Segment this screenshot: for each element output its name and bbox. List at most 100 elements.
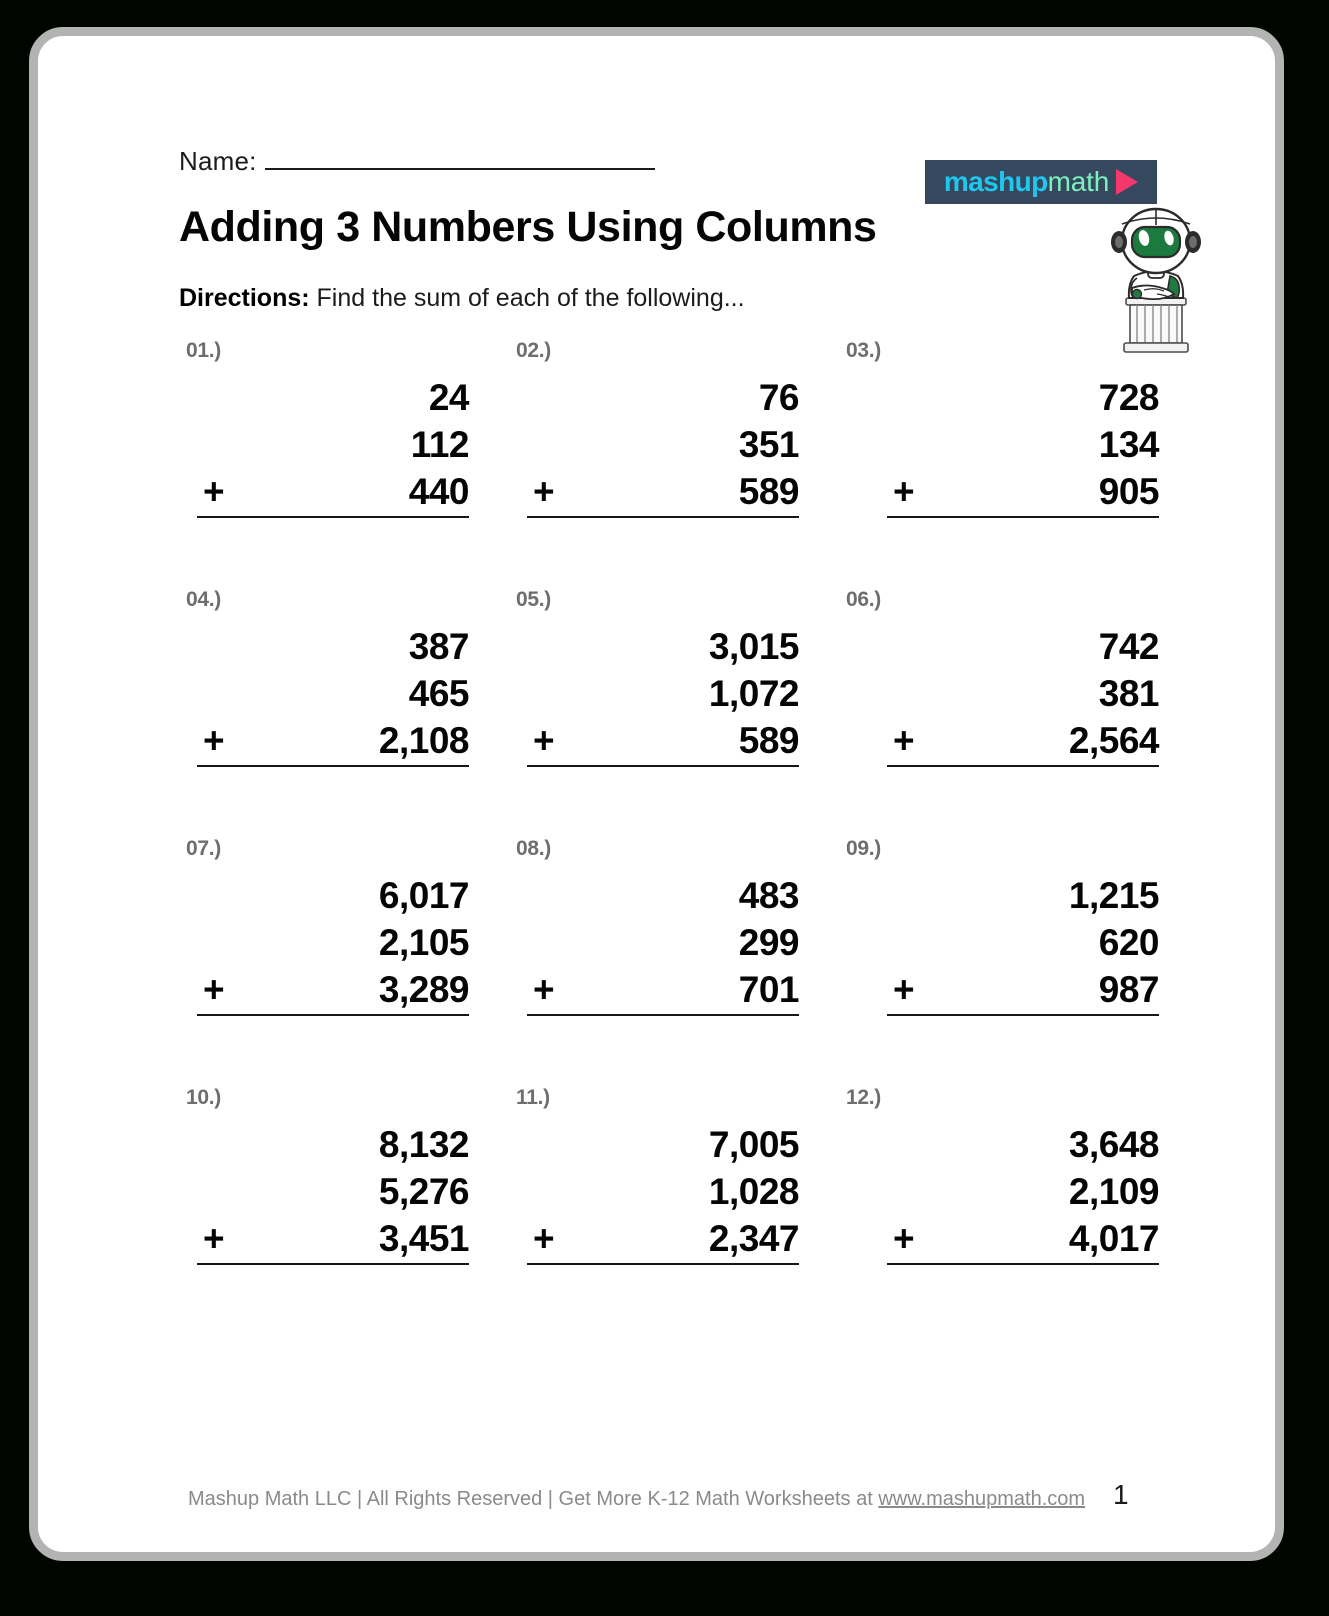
answer-line[interactable]	[527, 1263, 799, 1265]
operand-value: 4,017	[1068, 1218, 1160, 1259]
answer-line[interactable]	[887, 765, 1159, 767]
problem-number: 03.)	[846, 339, 881, 362]
answer-line[interactable]	[887, 1263, 1159, 1265]
problem-number: 04.)	[186, 588, 221, 611]
operand-value: 728	[1098, 377, 1160, 418]
operand-row-with-operator: +4,017	[887, 1215, 1160, 1262]
plus-operator: +	[533, 969, 555, 1010]
problem-number: 09.)	[846, 837, 881, 860]
operand-value: 987	[1098, 969, 1160, 1010]
addition-stack: 3,015 1,072 +589	[527, 623, 800, 767]
name-input-line[interactable]	[264, 148, 655, 170]
operand-value: 742	[1098, 626, 1160, 667]
problem-05: 05.) 3,015 1,072 +589	[509, 585, 839, 834]
problem-number: 06.)	[846, 588, 881, 611]
operand-value: 5,276	[378, 1171, 470, 1212]
directions-label: Directions:	[179, 284, 310, 312]
addition-stack: 387 465 +2,108	[197, 623, 470, 767]
problem-06: 06.) 742 381 +2,564	[839, 585, 1169, 834]
plus-operator: +	[893, 471, 915, 512]
operand-row: 465	[197, 670, 470, 717]
operand-row-with-operator: +3,289	[197, 966, 470, 1013]
operand-row: 351	[527, 421, 800, 468]
answer-line[interactable]	[887, 1014, 1159, 1016]
operand-row-with-operator: +589	[527, 468, 800, 515]
plus-operator: +	[893, 720, 915, 761]
problem-row-3: 07.) 6,017 2,105 +3,289 08.) 483 299	[179, 834, 1169, 1083]
problem-number: 08.)	[516, 837, 551, 860]
logo-text-up: up	[1014, 166, 1049, 197]
plus-operator: +	[533, 1218, 555, 1259]
operand-row: 2,105	[197, 919, 470, 966]
problem-row-4: 10.) 8,132 5,276 +3,451 11.) 7,005 1,028	[179, 1083, 1169, 1332]
operand-value: 2,109	[1068, 1171, 1160, 1212]
addition-stack: 6,017 2,105 +3,289	[197, 872, 470, 1016]
robot-mascot-icon	[1096, 204, 1216, 356]
plus-operator: +	[203, 471, 225, 512]
operand-value: 3,015	[708, 626, 800, 667]
plus-operator: +	[203, 969, 225, 1010]
operand-value: 299	[738, 922, 800, 963]
plus-operator: +	[893, 969, 915, 1010]
answer-line[interactable]	[527, 1014, 799, 1016]
footer-website-link[interactable]: www.mashupmath.com	[878, 1488, 1086, 1510]
operand-value: 701	[738, 969, 800, 1010]
logo-text-math: math	[1047, 166, 1110, 197]
operand-value: 3,451	[378, 1218, 470, 1259]
answer-line[interactable]	[527, 516, 799, 518]
problem-number: 10.)	[186, 1086, 221, 1109]
problem-number: 05.)	[516, 588, 551, 611]
problem-12: 12.) 3,648 2,109 +4,017	[839, 1083, 1169, 1332]
operand-row: 8,132	[197, 1121, 470, 1168]
plus-operator: +	[533, 471, 555, 512]
operand-value: 1,215	[1068, 875, 1160, 916]
operand-value: 905	[1098, 471, 1160, 512]
problem-09: 09.) 1,215 620 +987	[839, 834, 1169, 1083]
operand-row-with-operator: +3,451	[197, 1215, 470, 1262]
operand-row-with-operator: +589	[527, 717, 800, 764]
answer-line[interactable]	[197, 765, 469, 767]
problems-grid: 01.) 24 112 +440 02.) 76 351	[179, 336, 1169, 1332]
operand-value: 2,347	[708, 1218, 800, 1259]
operand-row: 620	[887, 919, 1160, 966]
name-field-row: Name:	[179, 146, 655, 177]
problem-row-2: 04.) 387 465 +2,108 05.) 3,015 1,072	[179, 585, 1169, 834]
operand-row-with-operator: +905	[887, 468, 1160, 515]
name-label: Name:	[179, 146, 257, 176]
addition-stack: 728 134 +905	[887, 374, 1160, 518]
answer-line[interactable]	[197, 516, 469, 518]
logo-wordmark: mash up math	[944, 168, 1109, 196]
problem-07: 07.) 6,017 2,105 +3,289	[179, 834, 509, 1083]
operand-row: 299	[527, 919, 800, 966]
answer-line[interactable]	[197, 1263, 469, 1265]
problem-number: 07.)	[186, 837, 221, 860]
page-title: Adding 3 Numbers Using Columns	[179, 203, 877, 251]
operand-value: 8,132	[378, 1124, 470, 1165]
footer-copyright-text: Mashup Math LLC | All Rights Reserved | …	[188, 1488, 879, 1510]
operand-row: 381	[887, 670, 1160, 717]
operand-value: 1,072	[708, 673, 800, 714]
operand-row: 3,648	[887, 1121, 1160, 1168]
operand-row: 24	[197, 374, 470, 421]
logo-text-mash: mash	[943, 166, 1015, 197]
operand-row: 112	[197, 421, 470, 468]
page-number: 1	[1113, 1479, 1129, 1510]
operand-value: 465	[408, 673, 470, 714]
play-triangle-icon	[1116, 169, 1139, 195]
operand-row: 1,028	[527, 1168, 800, 1215]
operand-value: 6,017	[378, 875, 470, 916]
plus-operator: +	[203, 1218, 225, 1259]
operand-value: 589	[738, 720, 800, 761]
answer-line[interactable]	[887, 516, 1159, 518]
mashup-math-logo[interactable]: mash up math	[925, 160, 1157, 204]
operand-row-with-operator: +2,347	[527, 1215, 800, 1262]
answer-line[interactable]	[197, 1014, 469, 1016]
operand-value: 387	[408, 626, 470, 667]
operand-value: 381	[1098, 673, 1160, 714]
answer-line[interactable]	[527, 765, 799, 767]
operand-value: 7,005	[708, 1124, 800, 1165]
addition-stack: 8,132 5,276 +3,451	[197, 1121, 470, 1265]
operand-value: 3,648	[1068, 1124, 1160, 1165]
operand-row: 5,276	[197, 1168, 470, 1215]
